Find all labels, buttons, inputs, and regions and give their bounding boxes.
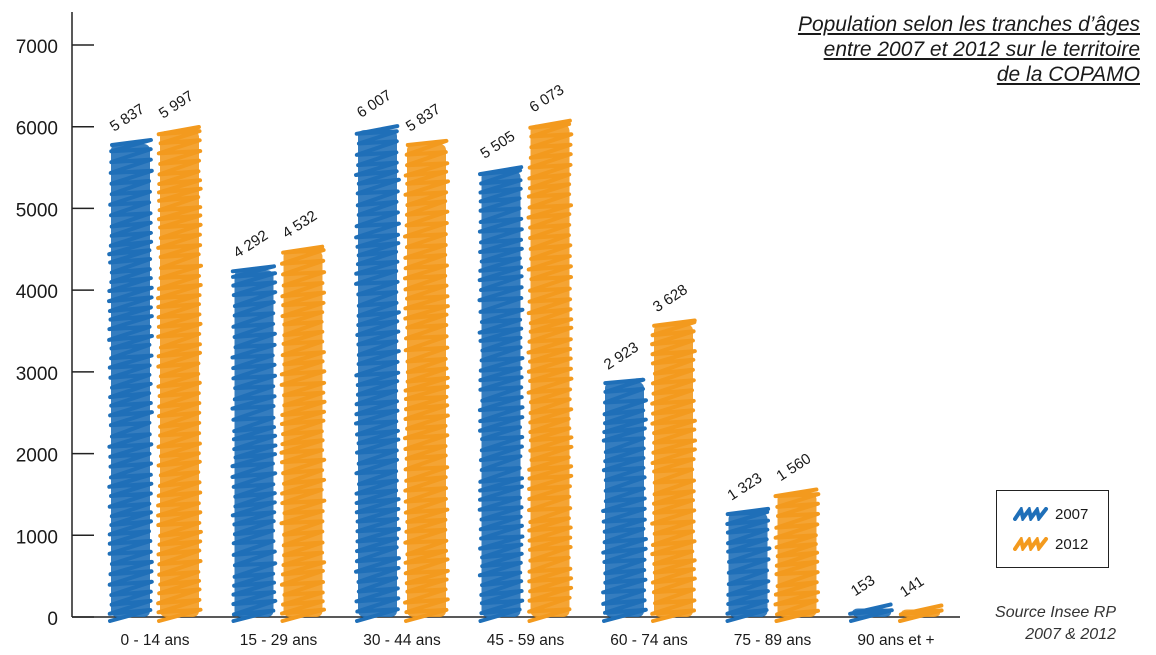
source-line: 2007 & 2012 xyxy=(1025,626,1116,643)
x-tick-label: 30 - 44 ans xyxy=(363,632,441,649)
bar xyxy=(403,138,450,623)
legend-item-2012: 2012 xyxy=(1013,533,1088,555)
chart-title-line: Population selon les tranches d’âges xyxy=(797,13,1140,36)
legend-item-2007: 2007 xyxy=(1013,503,1088,525)
y-tick-label: 7000 xyxy=(16,37,58,58)
bar xyxy=(526,118,574,623)
data-label: 141 xyxy=(897,573,927,601)
data-label: 4 532 xyxy=(279,207,320,242)
chart-title: Population selon les tranches d’âges ent… xyxy=(798,12,1140,87)
x-tick-label: 15 - 29 ans xyxy=(240,632,318,649)
data-label: 3 628 xyxy=(650,281,691,316)
legend-swatch-2007 xyxy=(1013,507,1048,521)
bar xyxy=(230,264,278,623)
data-label: 6 073 xyxy=(526,81,567,116)
legend-label: 2007 xyxy=(1055,505,1089,523)
chart-title-line: de la COPAMO xyxy=(996,63,1140,86)
x-tick-label: 45 - 59 ans xyxy=(487,632,565,649)
x-tick-label: 90 ans et + xyxy=(857,632,934,649)
y-tick-label: 5000 xyxy=(16,200,58,221)
bar xyxy=(773,487,821,623)
bar xyxy=(107,138,154,623)
bar xyxy=(848,602,894,623)
y-tick-label: 2000 xyxy=(16,446,58,467)
bar xyxy=(279,244,327,623)
y-tick-label: 4000 xyxy=(16,282,58,303)
bar xyxy=(354,124,401,623)
source-line: Source Insee RP xyxy=(995,604,1116,621)
y-tick-label: 3000 xyxy=(16,364,58,385)
bar xyxy=(898,603,944,623)
legend-swatch-2012 xyxy=(1013,537,1048,551)
data-label: 4 292 xyxy=(230,227,271,262)
bar xyxy=(725,506,772,623)
data-label: 2 923 xyxy=(601,339,642,374)
x-tick-label: 60 - 74 ans xyxy=(610,632,688,649)
data-label: 5 997 xyxy=(156,88,197,123)
y-tick-label: 6000 xyxy=(16,119,58,140)
y-tick-label: 1000 xyxy=(16,527,58,548)
source-note: Source Insee RP 2007 & 2012 xyxy=(995,602,1116,646)
legend: 2007 2012 xyxy=(996,490,1109,568)
data-label: 5 837 xyxy=(107,101,148,136)
bar xyxy=(477,165,525,623)
bar xyxy=(601,377,648,623)
legend-label: 2012 xyxy=(1055,535,1089,553)
x-tick-label: 0 - 14 ans xyxy=(121,632,190,649)
data-label: 1 560 xyxy=(773,450,814,485)
data-label: 153 xyxy=(848,572,878,600)
bar xyxy=(156,125,203,623)
data-label: 5 837 xyxy=(403,101,444,136)
x-tick-label: 75 - 89 ans xyxy=(734,632,812,649)
data-label: 5 505 xyxy=(477,128,518,163)
data-label: 6 007 xyxy=(354,87,395,122)
chart-title-line: entre 2007 et 2012 sur le territoire xyxy=(823,38,1140,61)
y-tick-label: 0 xyxy=(47,609,58,630)
data-label: 1 323 xyxy=(724,470,765,505)
bar xyxy=(650,318,697,623)
